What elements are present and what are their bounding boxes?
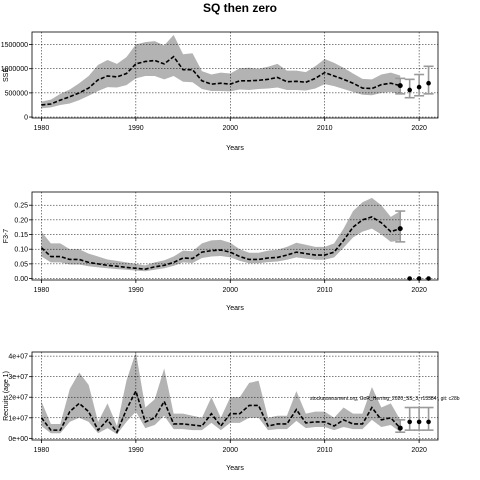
y-tick-label: 0 bbox=[24, 115, 28, 122]
y-tick-label: 3e+07 bbox=[8, 374, 28, 381]
y-tick-label: 0.25 bbox=[14, 203, 28, 210]
y-tick-label: 1500000 bbox=[1, 42, 28, 49]
y-tick-label: 0e+00 bbox=[8, 436, 28, 443]
ssb-panel: 1980 1990 2000 2010 2020 0 500000 1000000 150000… bbox=[1, 31, 439, 152]
x-tick-label: 1980 bbox=[34, 125, 50, 132]
x-axis-label: Years bbox=[226, 305, 244, 312]
figure-title: SQ then zero bbox=[203, 1, 277, 15]
recruits-panel: 1980 1990 2000 2010 2020 0e+00 1e+07 2e+07 3e+07… bbox=[3, 351, 439, 472]
forecast-point bbox=[416, 419, 422, 425]
x-tick-label: 2010 bbox=[317, 447, 333, 454]
estimate-line bbox=[40, 216, 401, 270]
forecast-point bbox=[407, 87, 412, 93]
x-tick-label: 1990 bbox=[128, 287, 144, 294]
plot-frame bbox=[31, 351, 439, 441]
last-year-point bbox=[397, 83, 403, 89]
x-tick-label: 2000 bbox=[222, 125, 238, 132]
x-tick-label: 2020 bbox=[411, 125, 427, 132]
x-tick-label: 1980 bbox=[34, 287, 50, 294]
x-tick-label: 1980 bbox=[34, 447, 50, 454]
y-tick-label: 0.10 bbox=[14, 247, 28, 254]
y-axis-label: F3-7 bbox=[3, 229, 10, 244]
last-year-point bbox=[397, 425, 403, 431]
y-tick-label: 1e+07 bbox=[8, 415, 28, 422]
last-year-point bbox=[397, 226, 403, 232]
y-tick-label: 0.15 bbox=[14, 232, 28, 239]
x-tick-label: 1990 bbox=[128, 447, 144, 454]
forecast-point bbox=[416, 84, 422, 90]
estimate-line bbox=[41, 55, 401, 106]
f-panel: 1980 1990 2000 2010 2020 0.00 0.05 0.10 0.15 0.20… bbox=[3, 191, 439, 312]
forecast-point bbox=[426, 80, 431, 86]
confidence-band bbox=[41, 197, 401, 272]
y-tick-label: 2e+07 bbox=[8, 395, 28, 402]
y-axis-label: Recruits (age 1) bbox=[3, 371, 10, 421]
x-tick-label: 2000 bbox=[222, 447, 238, 454]
estimate-line bbox=[40, 388, 401, 434]
y-tick-label: 4e+07 bbox=[8, 354, 28, 361]
x-tick-label: 2010 bbox=[317, 125, 333, 132]
confidence-band bbox=[41, 352, 401, 435]
forecast-point bbox=[407, 419, 412, 425]
forecast-point bbox=[426, 419, 431, 425]
y-axis-label: SSB bbox=[3, 68, 10, 82]
x-tick-label: 2010 bbox=[317, 287, 333, 294]
x-tick-label: 2000 bbox=[222, 287, 238, 294]
x-axis-label: Years bbox=[226, 145, 244, 152]
x-tick-label: 2020 bbox=[411, 447, 427, 454]
x-tick-label: 2020 bbox=[411, 287, 427, 294]
plot-frame bbox=[31, 31, 439, 119]
y-tick-label: 0.05 bbox=[14, 261, 28, 268]
confidence-band bbox=[41, 34, 401, 109]
y-tick-label: 0.00 bbox=[14, 276, 28, 283]
source-note: stockassessment.org, GoR_Herring_2020_SS… bbox=[310, 396, 460, 402]
x-axis-label: Years bbox=[226, 465, 244, 472]
y-tick-label: 500000 bbox=[5, 90, 28, 97]
y-tick-label: 0.20 bbox=[14, 217, 28, 224]
y-tick-label: 1000000 bbox=[1, 66, 28, 73]
x-tick-label: 1990 bbox=[128, 125, 144, 132]
plot-frame bbox=[31, 191, 439, 281]
